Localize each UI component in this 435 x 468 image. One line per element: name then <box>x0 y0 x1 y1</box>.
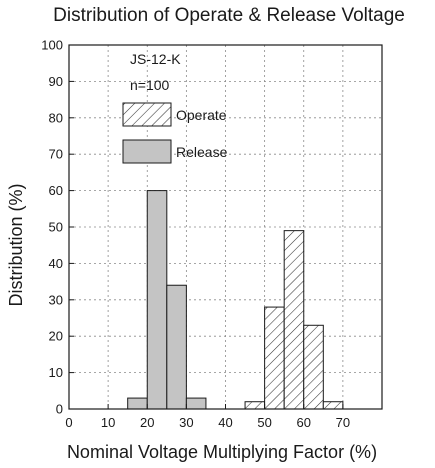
y-tick-label: 40 <box>49 256 63 271</box>
operate-bar <box>264 306 285 410</box>
x-tick-label: 50 <box>257 415 271 430</box>
x-tick-label: 20 <box>140 415 154 430</box>
y-tick-label: 20 <box>49 329 63 344</box>
x-tick-label: 30 <box>179 415 193 430</box>
x-tick-labels: 0 10 20 30 40 50 60 70 <box>65 415 350 430</box>
legend-swatch-operate <box>122 102 172 127</box>
legend-label-release: Release <box>176 144 228 160</box>
y-tick-label: 90 <box>49 74 63 89</box>
y-tick-label: 50 <box>49 220 63 235</box>
operate-bar <box>283 230 305 410</box>
x-tick-label: 40 <box>218 415 232 430</box>
x-tick-label: 0 <box>65 415 72 430</box>
operate-bar <box>322 401 344 410</box>
x-axis-label: Nominal Voltage Multiplying Factor (%) <box>67 442 377 462</box>
gridlines <box>69 45 382 409</box>
y-tick-label: 100 <box>41 38 63 53</box>
operate-bar <box>303 324 324 410</box>
y-tick-label: 60 <box>49 183 63 198</box>
legend-label-operate: Operate <box>176 107 227 123</box>
legend-swatch-release <box>122 139 172 164</box>
operate-bar <box>244 401 266 410</box>
y-tick-label: 70 <box>49 147 63 162</box>
x-tick-label: 10 <box>101 415 115 430</box>
y-tick-label: 10 <box>49 365 63 380</box>
x-tick-label: 60 <box>297 415 311 430</box>
release-bar <box>146 190 168 410</box>
tick-marks <box>68 44 344 410</box>
legend: Operate Release <box>122 102 228 164</box>
x-tick-label: 70 <box>336 415 350 430</box>
release-bar <box>166 284 187 410</box>
bars <box>127 190 344 410</box>
y-tick-labels: 0 10 20 30 40 50 60 70 80 90 100 <box>41 38 63 417</box>
chart-title: Distribution of Operate & Release Voltag… <box>53 5 405 26</box>
sample-size-annotation: n=100 <box>130 77 170 93</box>
release-bar <box>185 397 207 410</box>
model-annotation: JS-12-K <box>130 51 181 67</box>
y-tick-label: 0 <box>56 402 63 417</box>
release-bar <box>127 397 148 410</box>
y-tick-label: 30 <box>49 292 63 307</box>
y-tick-label: 80 <box>49 110 63 125</box>
y-axis-label: Distribution (%) <box>6 183 26 306</box>
